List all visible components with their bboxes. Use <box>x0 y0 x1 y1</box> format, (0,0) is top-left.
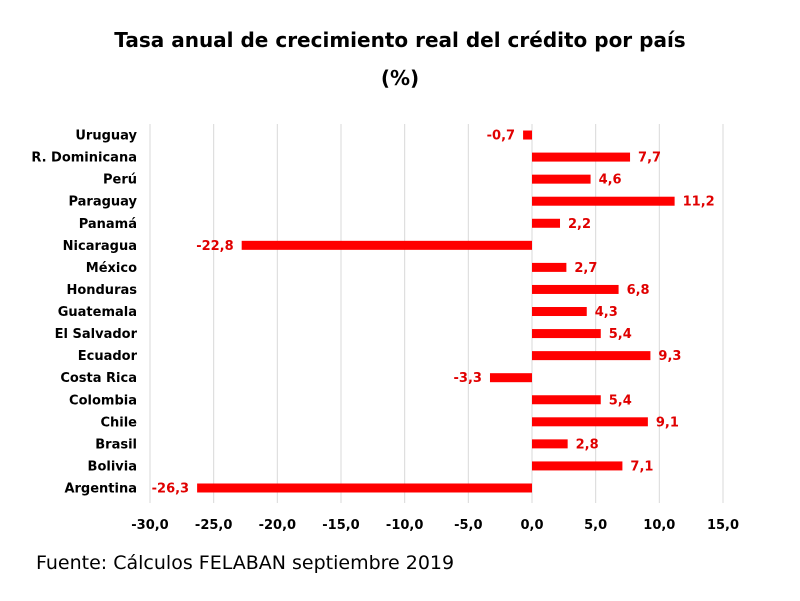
bar <box>489 373 532 383</box>
data-label: 6,8 <box>627 283 650 298</box>
category-label: Chile <box>100 415 137 430</box>
category-label: Argentina <box>64 481 137 496</box>
data-label: 2,2 <box>568 217 591 232</box>
data-label: 7,7 <box>638 151 661 166</box>
x-tick-label: -30,0 <box>131 518 168 533</box>
category-label: R. Dominicana <box>31 151 137 166</box>
data-label: 4,3 <box>595 305 618 320</box>
category-label: Honduras <box>66 283 137 298</box>
x-tick-label: -10,0 <box>386 518 423 533</box>
source-note: Fuente: Cálculos FELABAN septiembre 2019 <box>36 552 455 574</box>
data-label: 7,1 <box>630 459 653 474</box>
bar <box>532 329 601 339</box>
x-tick-label: 10,0 <box>643 518 675 533</box>
bar <box>532 417 648 427</box>
x-tick-label: 0,0 <box>520 518 543 533</box>
x-tick-label: -20,0 <box>259 518 296 533</box>
data-label: 9,1 <box>656 415 679 430</box>
category-label: Brasil <box>95 437 137 452</box>
category-label: Paraguay <box>68 195 137 210</box>
bar <box>532 174 591 184</box>
bar <box>197 483 532 493</box>
x-tick-label: -15,0 <box>322 518 359 533</box>
bar <box>241 240 532 250</box>
chart-title: Tasa anual de crecimiento real del crédi… <box>114 28 686 52</box>
bar <box>523 130 532 140</box>
bar <box>532 284 619 294</box>
data-label: -26,3 <box>152 481 189 496</box>
data-label: 9,3 <box>658 349 681 364</box>
category-label: Colombia <box>69 393 137 408</box>
category-label: Perú <box>103 173 137 188</box>
x-tick-label: -25,0 <box>195 518 232 533</box>
category-label: Guatemala <box>58 305 137 320</box>
data-label: -0,7 <box>487 129 515 144</box>
category-label: Ecuador <box>78 349 138 364</box>
bar <box>532 262 567 272</box>
category-label: México <box>86 261 137 276</box>
category-label: Uruguay <box>75 129 137 144</box>
data-label: 5,4 <box>609 327 632 342</box>
bar <box>532 395 601 405</box>
x-tick-label: 5,0 <box>584 518 607 533</box>
data-label: 4,6 <box>599 173 622 188</box>
x-tick-label: 15,0 <box>707 518 739 533</box>
category-label: Nicaragua <box>63 239 137 254</box>
bar <box>532 461 623 471</box>
bar <box>532 439 568 449</box>
category-label: El Salvador <box>55 327 138 342</box>
category-label: Panamá <box>79 217 137 232</box>
x-tick-label: -5,0 <box>454 518 482 533</box>
data-label: -22,8 <box>196 239 233 254</box>
data-label: 11,2 <box>683 195 715 210</box>
category-label: Costa Rica <box>60 371 137 386</box>
data-label: 5,4 <box>609 393 632 408</box>
bar <box>532 351 651 361</box>
data-label: 2,7 <box>574 261 597 276</box>
bar <box>532 307 587 317</box>
bar <box>532 152 631 162</box>
data-label: 2,8 <box>576 437 599 452</box>
category-label: Bolivia <box>88 459 137 474</box>
chart-subtitle: (%) <box>380 66 420 90</box>
data-label: -3,3 <box>454 371 482 386</box>
bar <box>532 196 675 206</box>
bar <box>532 218 561 228</box>
